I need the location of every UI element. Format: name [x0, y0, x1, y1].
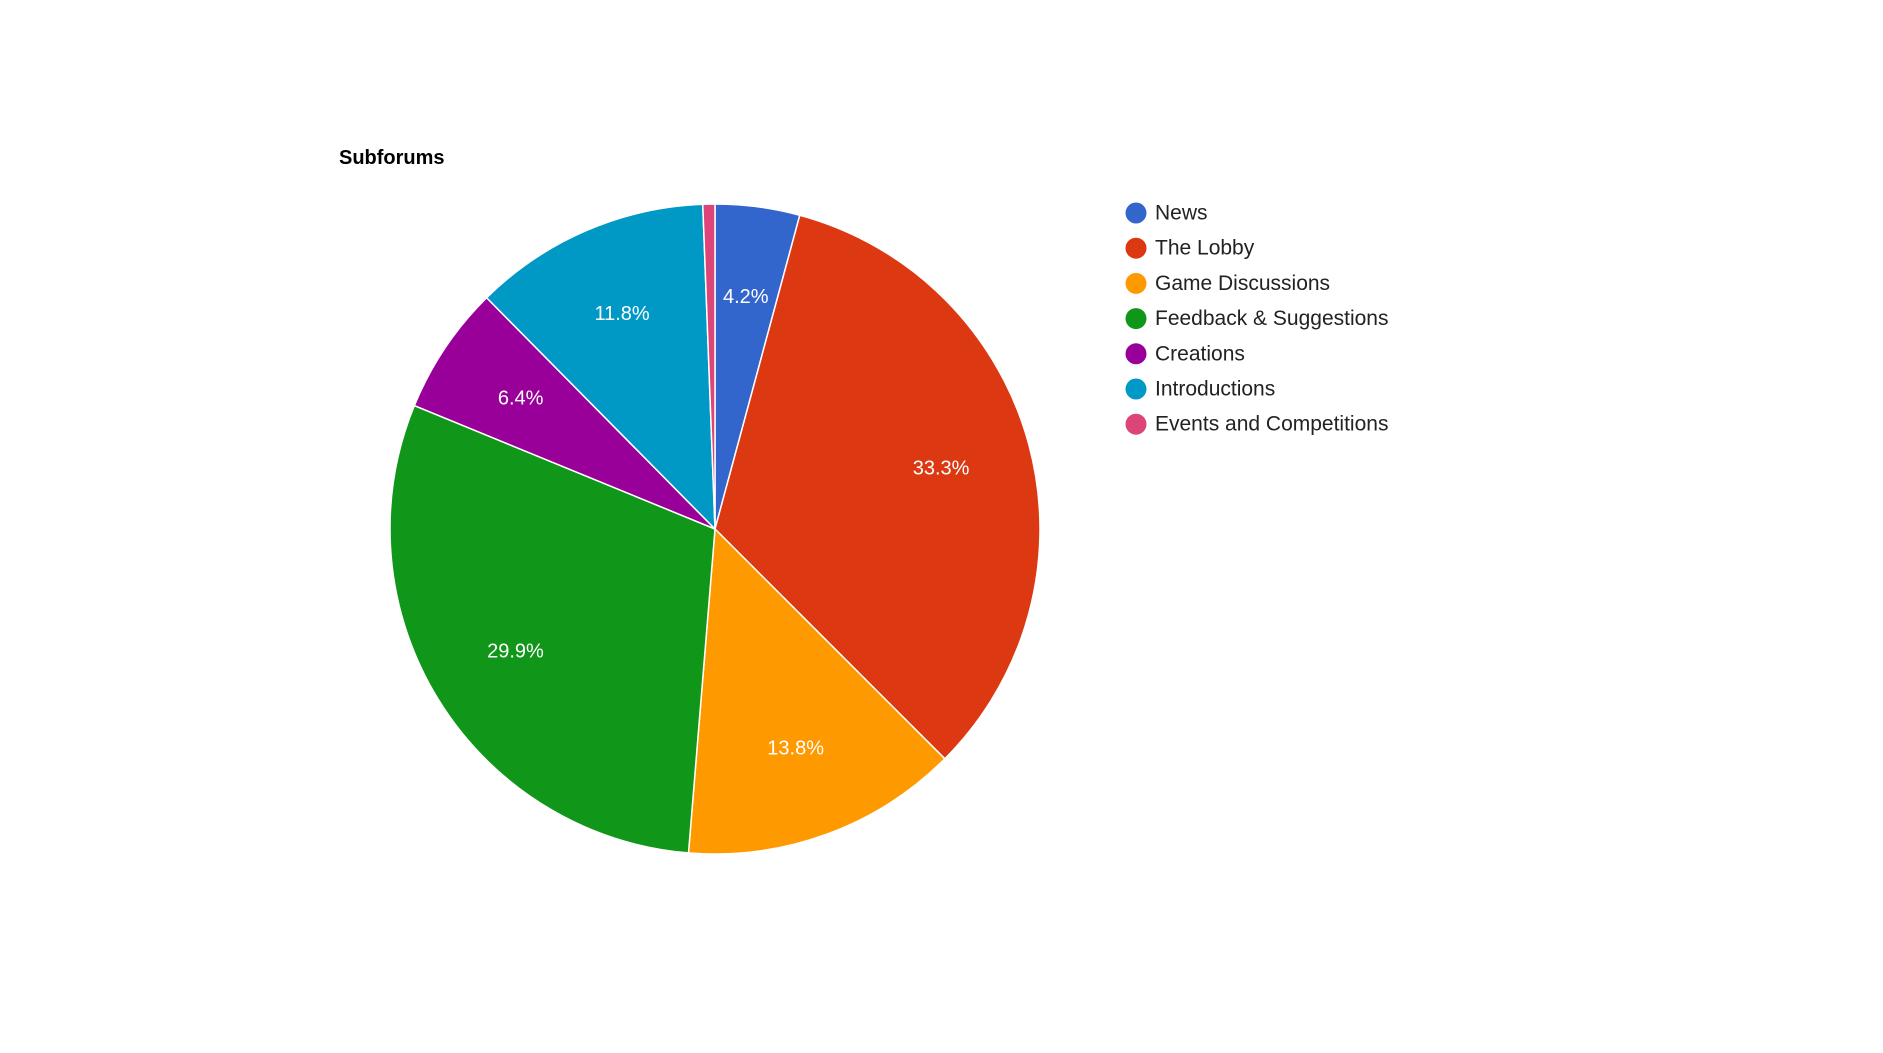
pie-slices: [389, 203, 1041, 855]
legend-label: Introductions: [1155, 378, 1275, 401]
slice-label-the-lobby: 33.3%: [913, 458, 970, 480]
pie-slice-game-discussions[interactable]: [687, 527, 946, 855]
slice-label-feedback-and-suggestions: 29.9%: [487, 640, 544, 662]
pie-slice-labels: 4.2% 33.3% 13.8% 29.9% 6.4% 11.8%: [487, 286, 970, 760]
legend-swatch: [1125, 378, 1147, 400]
slice-label-game-discussions: 13.8%: [767, 738, 824, 760]
legend-swatch: [1125, 202, 1147, 224]
legend-swatch: [1125, 237, 1147, 259]
legend-item-game-discussions[interactable]: Game Discussions: [1125, 272, 1331, 295]
slice-label-introductions: 11.8%: [594, 303, 649, 325]
legend-label: News: [1155, 202, 1208, 225]
pie-slice-creations[interactable]: [413, 296, 716, 530]
pie-slice-events-and-competitions[interactable]: [701, 203, 716, 530]
pie-slice-the-lobby[interactable]: [714, 214, 1041, 760]
legend-item-the-lobby[interactable]: The Lobby: [1125, 237, 1255, 260]
legend-item-creations[interactable]: Creations: [1125, 342, 1245, 365]
legend-swatch: [1125, 272, 1147, 294]
legend-swatch: [1125, 413, 1147, 435]
legend-label: Events and Competitions: [1155, 413, 1388, 436]
legend-label: Creations: [1155, 342, 1245, 365]
pie-slice-feedback-and-suggestions[interactable]: [389, 404, 716, 854]
legend-item-introductions[interactable]: Introductions: [1125, 378, 1276, 401]
slice-label-creations: 6.4%: [498, 388, 544, 410]
chart-title: Subforums: [339, 147, 445, 169]
legend-label: Game Discussions: [1155, 272, 1330, 295]
legend: News The Lobby Game Discussions Feedback & …: [1125, 202, 1389, 436]
legend-item-feedback-and-suggestions[interactable]: Feedback & Suggestions: [1125, 307, 1389, 330]
pie-slice-introductions[interactable]: [485, 203, 716, 531]
slice-label-news: 4.2%: [723, 286, 769, 308]
legend-swatch: [1125, 343, 1147, 365]
legend-item-events-and-competitions[interactable]: Events and Competitions: [1125, 413, 1389, 436]
legend-swatch: [1125, 308, 1147, 330]
legend-label: The Lobby: [1155, 237, 1255, 260]
legend-label: Feedback & Suggestions: [1155, 307, 1388, 330]
legend-item-news[interactable]: News: [1125, 202, 1208, 225]
